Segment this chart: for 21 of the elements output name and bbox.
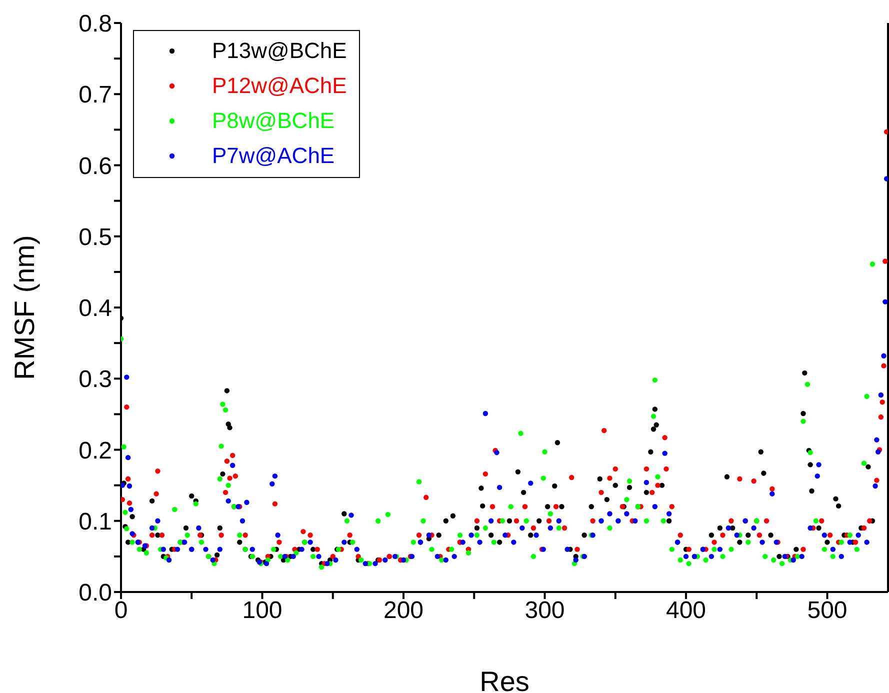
x-tick-label: 300 [524, 597, 565, 624]
y-tick-label: 0.4 [78, 295, 112, 322]
x-tick-label: 400 [666, 597, 706, 624]
y-tick-label: 0.0 [78, 580, 112, 607]
y-tick-label: 0.5 [78, 224, 112, 251]
x-tick-label: 100 [242, 597, 282, 624]
x-tick-label: 0 [114, 597, 128, 624]
y-axis-title: RMSF (nm) [8, 235, 40, 380]
x-tick-label: 200 [383, 597, 424, 624]
legend-label: P13w@BChE [212, 38, 347, 64]
x-tick-label: 500 [807, 597, 848, 624]
y-tick-label: 0.3 [78, 366, 112, 394]
legend-label: P12w@AChE [212, 72, 347, 98]
y-tick-label: 0.7 [78, 82, 112, 109]
y-tick-label: 0.8 [78, 10, 112, 38]
y-tick-label: 0.1 [78, 508, 112, 536]
y-tick-label: 0.6 [78, 152, 112, 180]
legend-label: P7w@AChE [212, 142, 335, 168]
y-tick-label: 0.2 [78, 437, 112, 464]
x-axis-title: Res [480, 666, 530, 693]
legend-label: P8w@BChE [212, 108, 335, 134]
